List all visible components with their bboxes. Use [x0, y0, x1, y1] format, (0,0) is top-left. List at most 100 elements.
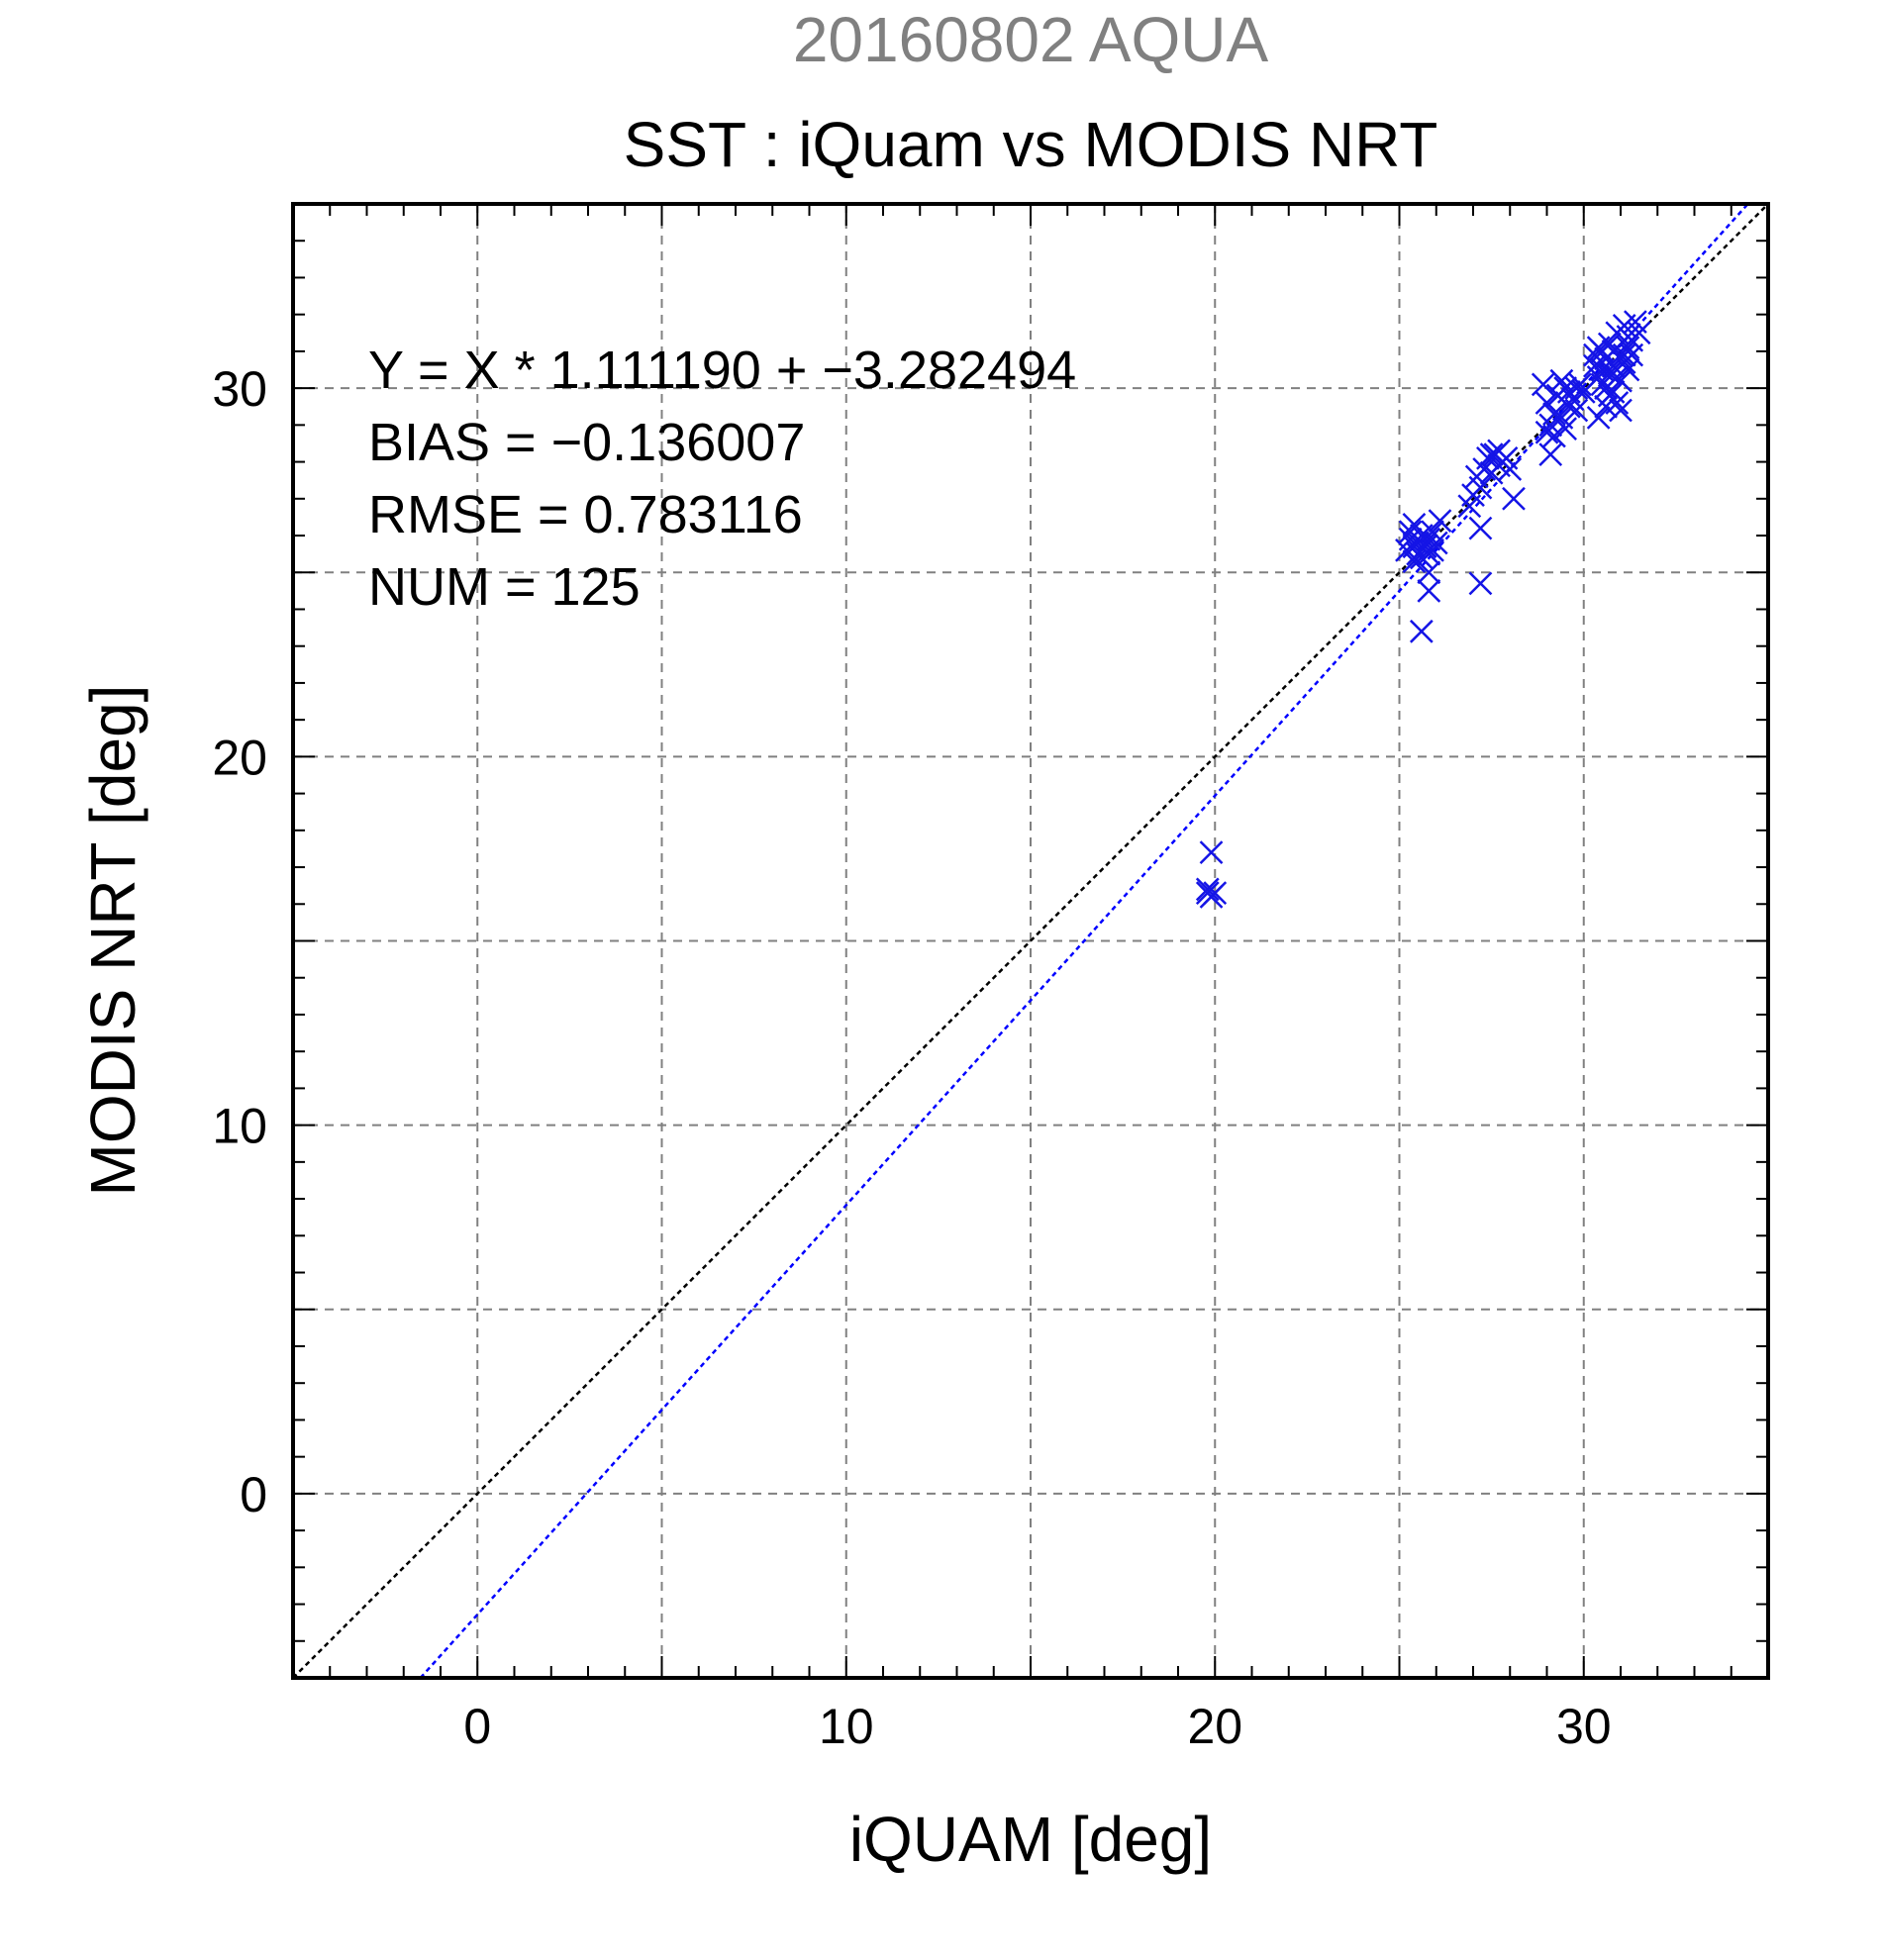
- stats-annotation: Y = X * 1.111190 + −3.282494 BIAS = −0.13…: [368, 341, 1076, 617]
- data-point: [1620, 343, 1644, 367]
- data-point: [1479, 442, 1504, 467]
- data-point-stroke: [1498, 457, 1523, 481]
- data-point-stroke: [1424, 531, 1448, 555]
- y-tick-label: 0: [240, 1467, 267, 1522]
- data-point-stroke: [1616, 357, 1640, 382]
- data-point-stroke: [1531, 372, 1555, 397]
- data-point-stroke: [1612, 343, 1636, 367]
- data-point-stroke: [1421, 539, 1444, 562]
- data-point: [1468, 516, 1493, 540]
- data-point-stroke: [1609, 398, 1633, 423]
- y-tick-label: 10: [212, 1099, 267, 1154]
- data-point: [1597, 383, 1622, 408]
- data-point-stroke: [1594, 376, 1618, 401]
- x-tick-label: 0: [463, 1699, 491, 1754]
- data-point-stroke: [1609, 368, 1633, 393]
- data-point: [1538, 442, 1563, 467]
- data-point: [1597, 361, 1622, 386]
- data-points: [1195, 310, 1651, 909]
- data-point: [1594, 376, 1618, 401]
- data-point-stroke: [1468, 475, 1493, 500]
- data-point: [1428, 509, 1452, 534]
- data-point-stroke: [1590, 357, 1615, 382]
- x-tick-label: 20: [1187, 1699, 1242, 1754]
- reference-lines: [292, 203, 1769, 1679]
- stats-line: RMSE = 0.783116: [368, 485, 803, 544]
- data-point-stroke: [1583, 343, 1607, 367]
- data-point-stroke: [1556, 379, 1581, 404]
- data-point: [1498, 457, 1523, 481]
- data-point: [1421, 539, 1444, 562]
- data-point-stroke: [1624, 310, 1647, 335]
- data-point: [1487, 439, 1511, 463]
- chart-supertitle: 20160802 AQUA: [793, 4, 1269, 75]
- one-to-one-line: [292, 203, 1769, 1679]
- data-point-stroke: [1542, 424, 1566, 448]
- data-point: [1549, 368, 1574, 393]
- plot-frame: [291, 202, 1770, 1680]
- data-point-stroke: [1402, 549, 1427, 573]
- data-point-stroke: [1468, 516, 1493, 540]
- x-tick-label: 10: [819, 1699, 874, 1754]
- data-point-stroke: [1586, 336, 1611, 360]
- data-point-stroke: [1428, 509, 1452, 534]
- data-point-stroke: [1203, 881, 1228, 905]
- data-point: [1195, 877, 1220, 902]
- data-point-stroke: [1421, 520, 1444, 544]
- data-point: [1609, 398, 1633, 423]
- data-point-stroke: [1597, 383, 1622, 408]
- data-point: [1502, 486, 1526, 511]
- data-point: [1468, 475, 1493, 500]
- data-point-stroke: [1553, 417, 1578, 441]
- data-point-stroke: [1564, 398, 1589, 423]
- data-point-stroke: [1564, 376, 1589, 401]
- data-point-stroke: [1398, 520, 1423, 544]
- data-point-stroke: [1417, 578, 1441, 603]
- tick-labels: 0 10 20 30 0 10 20 30: [212, 361, 1611, 1754]
- data-point: [1586, 336, 1611, 360]
- data-point-stroke: [1199, 840, 1224, 865]
- data-point: [1616, 357, 1640, 382]
- data-point-stroke: [1616, 325, 1640, 348]
- data-point: [1556, 379, 1581, 404]
- y-tick-label: 20: [212, 730, 267, 785]
- data-point: [1564, 398, 1589, 423]
- data-point: [1424, 531, 1448, 555]
- data-point-stroke: [1195, 877, 1220, 902]
- data-point-stroke: [1409, 619, 1434, 643]
- data-point-stroke: [1487, 439, 1511, 463]
- data-point-stroke: [1586, 406, 1611, 430]
- y-tick-label: 30: [212, 361, 267, 417]
- data-point: [1417, 578, 1441, 603]
- data-point: [1586, 406, 1611, 430]
- data-point-stroke: [1538, 413, 1563, 438]
- data-point-stroke: [1583, 353, 1607, 378]
- regression-fit-line: [419, 203, 1749, 1679]
- data-point-stroke: [1620, 343, 1644, 367]
- data-point-stroke: [1538, 442, 1563, 467]
- data-point-stroke: [1402, 512, 1427, 537]
- data-point-stroke: [1549, 368, 1574, 393]
- data-point-stroke: [1549, 406, 1574, 430]
- data-point-stroke: [1534, 391, 1559, 415]
- data-point: [1468, 571, 1493, 596]
- data-point: [1616, 336, 1640, 360]
- data-point-stroke: [1479, 442, 1504, 467]
- data-point: [1417, 560, 1441, 585]
- data-point: [1402, 549, 1427, 573]
- data-point: [1203, 881, 1228, 905]
- data-point: [1553, 417, 1578, 441]
- x-axis-label: iQUAM [deg]: [849, 1804, 1212, 1875]
- data-point-stroke: [1468, 571, 1493, 596]
- data-point: [1195, 881, 1220, 905]
- data-point-stroke: [1417, 560, 1441, 585]
- data-point: [1409, 619, 1434, 643]
- data-point: [1616, 325, 1640, 348]
- data-point: [1609, 368, 1633, 393]
- data-point-stroke: [1195, 881, 1220, 905]
- chart-title: SST : iQuam vs MODIS NRT: [624, 109, 1438, 180]
- data-point-stroke: [1597, 361, 1622, 386]
- data-point: [1564, 376, 1589, 401]
